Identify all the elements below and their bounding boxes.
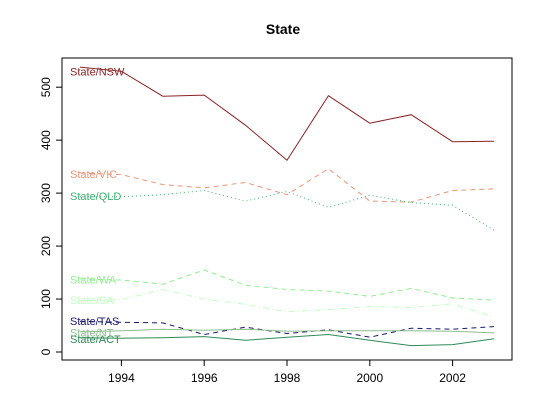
series-label-wa: State/WA [70,274,117,286]
y-tick-label: 200 [39,236,53,256]
plot-frame [61,57,513,361]
x-tick-label: 1998 [274,371,301,385]
chart-title: State [266,21,300,37]
y-tick-label: 0 [39,348,53,355]
series-label-act: State/ACT [70,334,121,346]
x-tick-label: 2000 [356,371,383,385]
series-label-sa: State/SA [70,295,114,307]
series-line-qld [80,189,495,231]
x-tick-label: 1996 [191,371,218,385]
series-label-qld: State/QLD [70,191,121,203]
y-tick-label: 100 [39,289,53,309]
x-tick-label: 2002 [439,371,466,385]
axes: 1994 1996 1998 2000 2002 0 100 200 300 400 500 [39,77,466,385]
series-line-sa [79,288,495,318]
y-tick-label: 400 [39,130,53,150]
series-lines [79,66,495,347]
y-tick-label: 300 [39,183,53,203]
series-line-vic [79,168,495,203]
series-label-tas: State/TAS [70,316,119,328]
series-line-act [79,333,495,347]
series-line-tas [79,320,495,338]
series-label-nt: State/NT [70,327,114,339]
y-tick-label: 500 [39,77,53,97]
series-line-nt [79,328,495,334]
series-label-nsw: State/NSW [70,66,125,78]
series-label-vic: State/VIC [70,169,117,181]
series-labels: State/NSW State/VIC State/QLD State/WA State… [70,66,125,345]
series-line-nsw [79,66,495,162]
x-tick-label: 1994 [108,371,135,385]
series-line-wa [79,269,495,301]
